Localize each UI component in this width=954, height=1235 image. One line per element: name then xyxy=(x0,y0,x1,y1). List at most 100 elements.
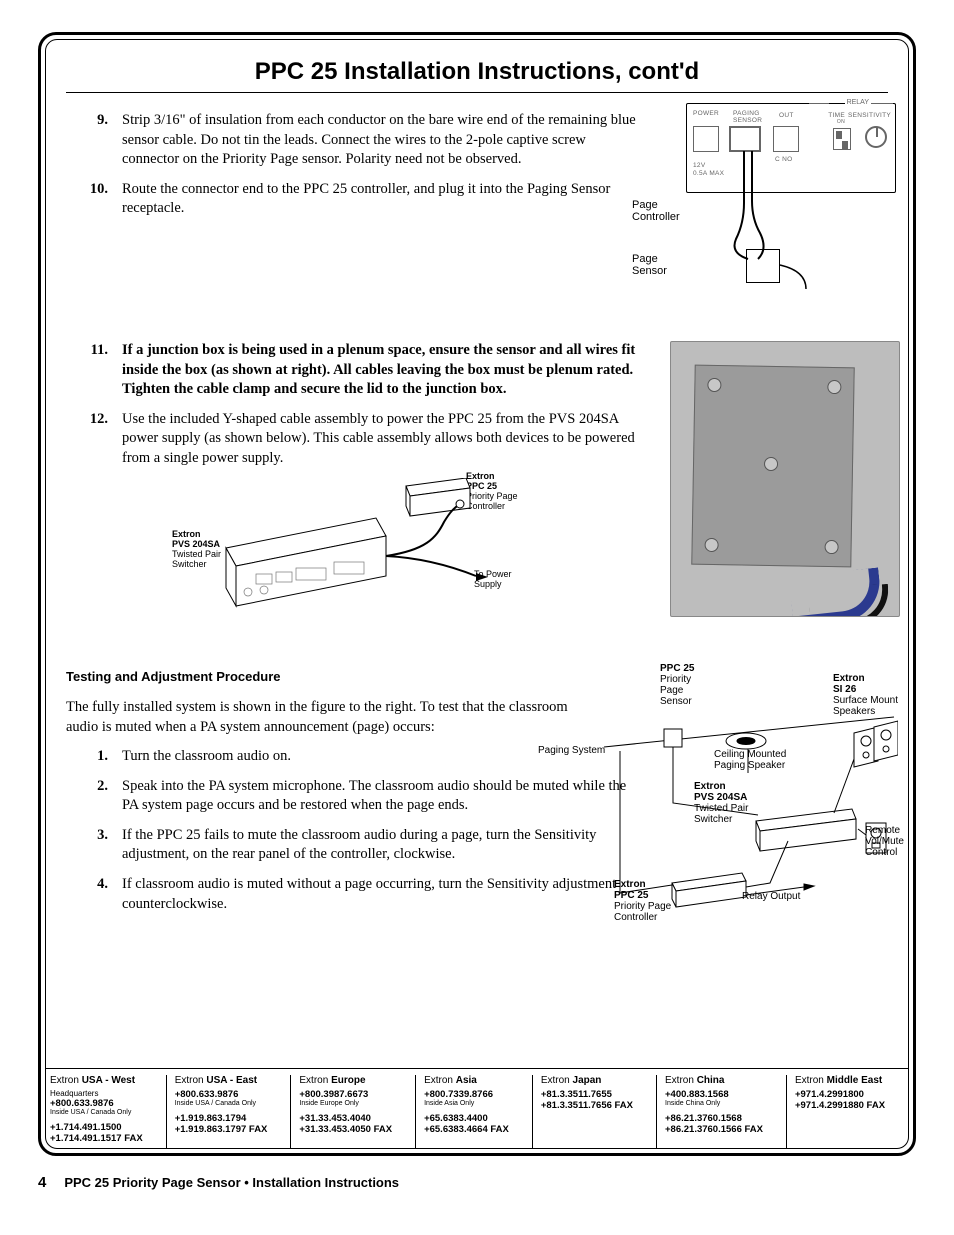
step-text: If classroom audio is muted without a pa… xyxy=(122,875,642,914)
junction-box-photo xyxy=(670,341,900,617)
page-sensor-icon xyxy=(746,249,780,283)
contact-line: +65.6383.4664 FAX xyxy=(424,1124,524,1135)
relay-label: RELAY xyxy=(845,99,871,106)
lbl-sensor: SENSOR xyxy=(733,117,762,124)
junction-box-icon xyxy=(691,365,854,568)
contact-line: Inside China Only xyxy=(665,1100,778,1107)
sys-remote-label: Remote Vol/Mute Control xyxy=(865,825,904,858)
contacts-table: Extron USA - WestHeadquarters+800.633.98… xyxy=(46,1068,908,1148)
contact-line: +800.3987.6673 xyxy=(299,1089,407,1100)
contact-line: Inside Asia Only xyxy=(424,1100,524,1107)
contact-line: Inside USA / Canada Only xyxy=(50,1109,158,1116)
contact-line: +971.4.2991800 xyxy=(795,1089,900,1100)
lbl-paging: PAGING xyxy=(733,110,760,117)
contact-line: +1.714.491.1517 FAX xyxy=(50,1133,158,1144)
contact-column: Extron China +400.883.1568Inside China On… xyxy=(656,1075,786,1148)
contact-line: +31.33.453.4040 xyxy=(299,1113,407,1124)
contact-line: +800.7339.8766 xyxy=(424,1089,524,1100)
lbl-cno: C NO xyxy=(775,156,792,163)
section-steps-11-12: 11. If a junction box is being used in a … xyxy=(66,341,888,651)
sys-ext-ppc-sub: Priority Page Controller xyxy=(614,901,671,923)
sys-ext-ppc-label: Extron PPC 25 xyxy=(614,879,648,901)
step-number: 10. xyxy=(86,180,108,219)
contact-region: Extron Asia xyxy=(424,1075,524,1086)
contact-column: Extron Middle East+971.4.2991800+971.4.2… xyxy=(786,1075,908,1148)
out-connector-icon xyxy=(773,126,799,152)
rear-panel-diagram: RELAY POWER PAGING SENSOR OUT TIME SENSI… xyxy=(686,103,896,193)
contact-line: Inside Europe Only xyxy=(299,1100,407,1107)
contact-line: +86.21.3760.1568 xyxy=(665,1113,778,1124)
contact-column: Extron Asia +800.7339.8766Inside Asia Onl… xyxy=(415,1075,532,1148)
page-number: 4 xyxy=(38,1174,46,1191)
contact-line: +86.21.3760.1566 FAX xyxy=(665,1124,778,1135)
y-cable-diagram: Extron PVS 204SATwisted Pair Switcher Ex… xyxy=(126,478,546,618)
controller-panel: RELAY POWER PAGING SENSOR OUT TIME SENSI… xyxy=(686,103,896,193)
contact-line: +800.633.9876 xyxy=(50,1098,158,1109)
step-number: 4. xyxy=(86,875,108,914)
section-testing: Testing and Adjustment Procedure The ful… xyxy=(66,669,888,949)
sys-pvs-label: Extron PVS 204SA xyxy=(694,781,747,803)
contact-column: Extron Japan +81.3.3511.7655+81.3.3511.76… xyxy=(532,1075,656,1148)
contact-line: +1.919.863.1797 FAX xyxy=(175,1124,283,1135)
lbl-amps: 0.5A MAX xyxy=(693,170,724,177)
paging-sensor-connector-icon xyxy=(729,126,761,152)
content: 9.Strip 3/16" of insulation from each co… xyxy=(66,111,888,949)
page: PPC 25 Installation Instructions, cont'd… xyxy=(0,0,954,1235)
contact-line: +31.33.453.4050 FAX xyxy=(299,1124,407,1135)
frame-outer: PPC 25 Installation Instructions, cont'd… xyxy=(38,32,916,1156)
sys-ceiling-label: Ceiling Mounted Paging Speaker xyxy=(714,749,786,771)
sys-paging-label: Paging System xyxy=(538,745,605,756)
sys-si26-sub: Surface Mount Speakers xyxy=(833,695,898,717)
step-number: 12. xyxy=(86,410,108,469)
step-number: 11. xyxy=(86,341,108,400)
sys-si26-label: Extron SI 26 xyxy=(833,673,865,695)
lbl-time: TIME xyxy=(828,112,845,119)
lbl-power: POWER xyxy=(693,110,719,117)
contact-region: Extron Middle East xyxy=(795,1075,900,1086)
step-text: If a junction box is being used in a ple… xyxy=(122,341,642,400)
contact-line: +400.883.1568 xyxy=(665,1089,778,1100)
frame-inner: PPC 25 Installation Instructions, cont'd… xyxy=(45,39,909,1149)
contact-line: +800.633.9876 xyxy=(175,1089,283,1100)
contact-region: Extron Japan xyxy=(541,1075,648,1086)
step-text: Use the included Y-shaped cable assembly… xyxy=(122,410,642,469)
contact-line: +1.919.863.1794 xyxy=(175,1113,283,1124)
contact-region: Extron USA - East xyxy=(175,1075,283,1086)
sensitivity-knob-icon xyxy=(865,126,887,148)
page-title: PPC 25 Installation Instructions, cont'd xyxy=(66,58,888,86)
wire-black-icon xyxy=(808,584,890,617)
power-connector-icon xyxy=(693,126,719,152)
contact-line: +81.3.3511.7655 xyxy=(541,1089,648,1100)
contact-column: Extron USA - WestHeadquarters+800.633.98… xyxy=(46,1075,166,1148)
step-text: Turn the classroom audio on. xyxy=(122,747,291,767)
page-footer: 4 PPC 25 Priority Page Sensor • Installa… xyxy=(38,1174,916,1191)
sys-pps-label: Priority Page Sensor xyxy=(660,674,692,707)
step-text: If the PPC 25 fails to mute the classroo… xyxy=(122,826,642,865)
section-steps-9-10: 9.Strip 3/16" of insulation from each co… xyxy=(66,111,888,331)
step-number: 1. xyxy=(86,747,108,767)
y-cable-svg-icon xyxy=(126,478,546,618)
step-number: 9. xyxy=(86,111,108,170)
step-text: Speak into the PA system microphone. The… xyxy=(122,777,642,816)
step-number: 3. xyxy=(86,826,108,865)
lbl-on: ON xyxy=(837,119,845,125)
title-rule xyxy=(66,92,888,93)
page-controller-label: Page Controller xyxy=(632,199,680,223)
sys-pvs-sub: Twisted Pair Switcher xyxy=(694,803,748,825)
contact-line: +81.3.3511.7656 FAX xyxy=(541,1100,648,1111)
contact-line: Headquarters xyxy=(50,1089,158,1098)
contact-region: Extron Europe xyxy=(299,1075,407,1086)
contact-region: Extron China xyxy=(665,1075,778,1086)
lbl-sens: SENSITIVITY xyxy=(848,112,891,119)
contact-line: +65.6383.4400 xyxy=(424,1113,524,1124)
contact-column: Extron Europe +800.3987.6673Inside Europe… xyxy=(290,1075,415,1148)
testing-intro: The fully installed system is shown in t… xyxy=(66,698,586,737)
step-text: Strip 3/16" of insulation from each cond… xyxy=(122,111,642,170)
page-sensor-label: Page Sensor xyxy=(632,253,667,277)
sys-relay-label: Relay Output xyxy=(742,891,800,902)
dip-switch-icon xyxy=(833,128,851,150)
system-diagram: PPC 25Priority Page Sensor Extron SI 26S… xyxy=(598,663,898,953)
contact-line: +1.714.491.1500 xyxy=(50,1122,158,1133)
lbl-out: OUT xyxy=(779,112,794,119)
contact-column: Extron USA - East+800.633.9876Inside USA… xyxy=(166,1075,291,1148)
